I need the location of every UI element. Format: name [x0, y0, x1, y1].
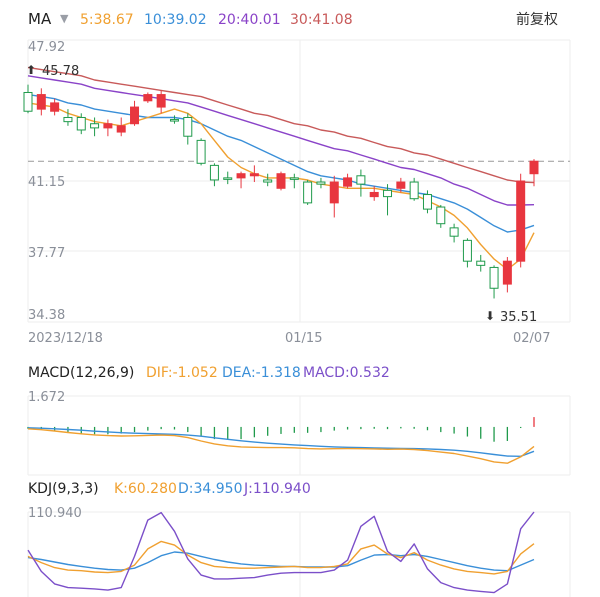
candle-body	[529, 160, 539, 175]
kdj-k-value: K:60.280	[114, 481, 177, 497]
candle-body	[143, 94, 153, 102]
candle-body	[343, 177, 353, 187]
candle-body	[50, 102, 60, 112]
candle-body	[409, 181, 419, 200]
min-price-label: 35.51	[500, 310, 538, 325]
candle-body	[436, 206, 446, 225]
candle-body	[236, 173, 246, 179]
macd-bar-value: MACD:0.532	[303, 365, 390, 381]
dif-line	[27, 428, 535, 464]
price-tick-max: 47.92	[28, 40, 66, 55]
kdj-y-tick: 110.940	[28, 506, 82, 521]
ma30-value: 30:41.08	[290, 12, 353, 28]
candle-body	[276, 173, 286, 189]
candle-body	[263, 179, 273, 183]
candle-body	[303, 181, 313, 204]
x-tick-end: 02/07	[513, 331, 551, 346]
macd-y-tick: 1.672	[28, 390, 66, 405]
price-tick-2: 41.15	[28, 175, 66, 190]
candle-body	[196, 139, 206, 164]
price-adjust-toggle[interactable]: 前复权	[516, 12, 558, 28]
candle-body	[36, 94, 46, 110]
max-price-label: 45.78	[42, 64, 80, 79]
candle-body	[209, 164, 219, 181]
kdj-indicator-name[interactable]: KDJ(9,3,3)	[28, 481, 99, 497]
ma20-value: 20:40.01	[218, 12, 281, 28]
kdj-k-line	[27, 540, 535, 575]
candle-body	[156, 94, 166, 108]
candle-body	[116, 125, 126, 133]
indicator-selector[interactable]: MA	[28, 10, 52, 28]
ma5-value: 5:38.67	[80, 12, 134, 28]
candle-body	[422, 194, 432, 210]
macd-dea-value: DEA:-1.318	[222, 365, 301, 381]
candle-body	[169, 119, 179, 122]
candle-body	[289, 177, 299, 180]
candle-body	[383, 189, 393, 198]
candle-body	[76, 116, 86, 131]
candle-body	[90, 123, 100, 129]
candle-body	[130, 106, 140, 125]
candle-body	[23, 91, 33, 112]
x-tick-mid: 01/15	[285, 331, 323, 346]
price-tick-3: 37.77	[28, 246, 66, 261]
candle-body	[329, 181, 339, 204]
candle-body	[356, 175, 366, 185]
candle-body	[369, 191, 379, 198]
kdj-j-line	[27, 511, 535, 594]
macd-dif-value: DIF:-1.052	[146, 365, 218, 381]
candle-body	[449, 227, 459, 237]
kdj-d-value: D:34.950	[178, 481, 243, 497]
candle-body	[502, 260, 512, 285]
ma20-line	[27, 75, 535, 206]
pin-icon: ⬇	[485, 309, 496, 323]
kdj-j-value: J:110.940	[244, 481, 311, 497]
candle-body	[63, 116, 73, 123]
candle-body	[249, 173, 259, 177]
candle-body	[462, 239, 472, 262]
ma10-value: 10:39.02	[144, 12, 207, 28]
candle-body	[476, 260, 486, 266]
candle-body	[489, 266, 499, 289]
price-tick-min: 34.38	[28, 308, 66, 323]
candle-body	[223, 177, 233, 180]
dea-line	[27, 427, 535, 457]
candle-body	[316, 181, 326, 185]
ma30-line	[27, 66, 535, 184]
pin-icon: ⬆	[26, 63, 37, 77]
kdj-d-line	[27, 551, 535, 572]
x-tick-start: 2023/12/18	[28, 331, 103, 346]
ma10-line	[27, 93, 535, 233]
macd-indicator-name[interactable]: MACD(12,26,9)	[28, 365, 135, 381]
candle-body	[396, 181, 406, 189]
candle-body	[516, 180, 526, 262]
triangle-down-icon[interactable]: ▼	[60, 12, 69, 25]
candle-body	[183, 116, 193, 137]
candle-body	[103, 123, 113, 129]
